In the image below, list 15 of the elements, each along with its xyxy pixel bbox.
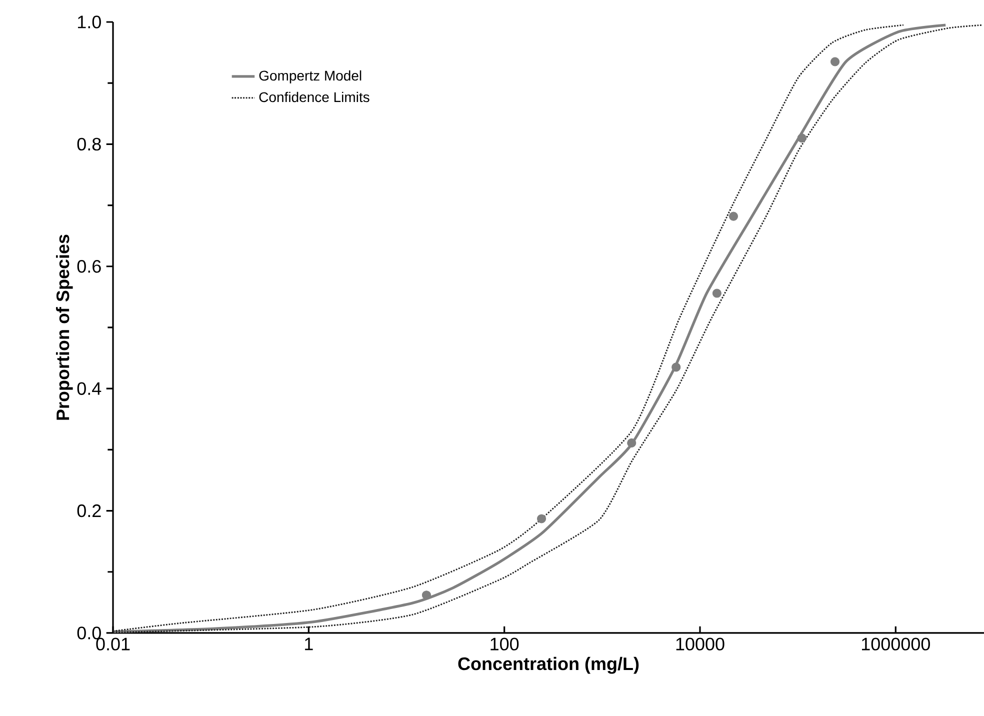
x-tick-label: 1000000	[862, 638, 930, 650]
x-tick-label: 0.01	[96, 638, 130, 650]
x-tick-label: 100	[490, 638, 519, 650]
legend-label: Gompertz Model	[259, 70, 362, 84]
y-tick-label: 0.2	[77, 504, 101, 518]
x-tick-label: 10000	[676, 638, 724, 650]
y-tick-label: 0.4	[77, 382, 102, 395]
y-tick-label: 0.6	[77, 260, 101, 273]
legend-label: Confidence Limits	[259, 92, 370, 102]
x-axis-title: Concentration (mg/L)	[458, 656, 639, 674]
y-tick-label: 1.0	[78, 16, 101, 28]
y-axis-title: Proportion of Species	[56, 234, 73, 420]
y-tick-label: 0.0	[77, 626, 101, 640]
y-tick-label: 0.8	[77, 138, 101, 151]
x-tick-label: 1	[305, 638, 313, 650]
